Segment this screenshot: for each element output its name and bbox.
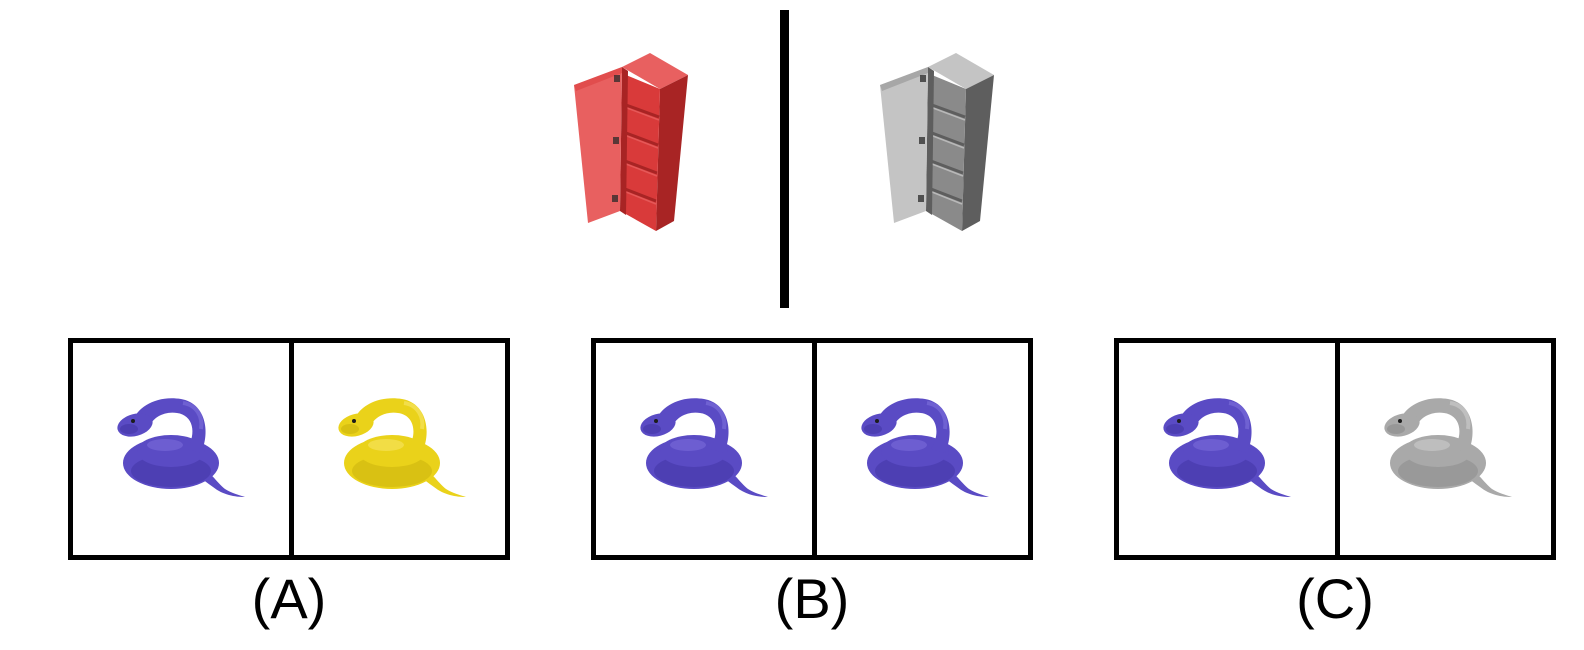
snake-icon: [117, 398, 245, 497]
example-right-cabinet: [866, 45, 1006, 240]
option-a-left-cell: [73, 343, 289, 555]
option-c-left-cell: [1119, 343, 1335, 555]
snake-icon: [640, 398, 768, 497]
option-b-right-cell: [817, 343, 1033, 555]
example-left-cabinet: [560, 45, 700, 240]
snake-icon: [1384, 398, 1512, 497]
option-c-label: (C): [1296, 567, 1374, 630]
snake-icon: [861, 398, 989, 497]
option-a-box[interactable]: [68, 338, 510, 560]
option-a-divider: [289, 343, 294, 555]
option-c-divider: [1335, 343, 1340, 555]
cabinet-icon: [574, 53, 688, 231]
option-a-right-cell: [294, 343, 510, 555]
option-b-box[interactable]: [591, 338, 1033, 560]
option-c-right-cell: [1340, 343, 1556, 555]
example-divider: [780, 10, 789, 308]
option-b-left-cell: [596, 343, 812, 555]
snake-icon: [1163, 398, 1291, 497]
option-b-label: (B): [774, 567, 850, 630]
option-a-label: (A): [251, 567, 327, 630]
option-b-divider: [812, 343, 817, 555]
option-c-box[interactable]: [1114, 338, 1556, 560]
snake-icon: [338, 398, 466, 497]
cabinet-icon: [880, 53, 994, 231]
